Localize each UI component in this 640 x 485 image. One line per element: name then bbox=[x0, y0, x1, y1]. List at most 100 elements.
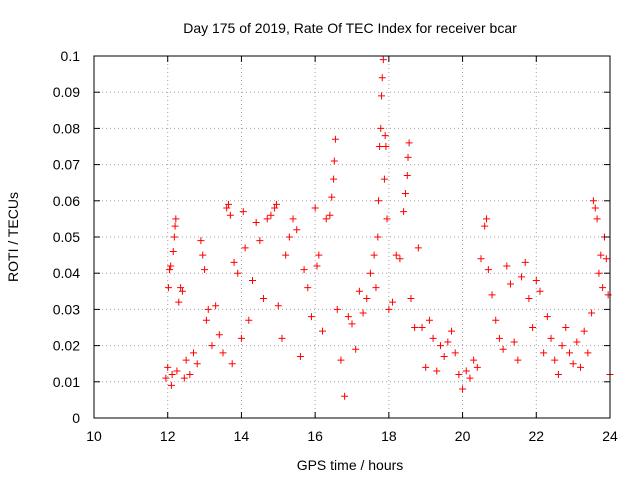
data-point bbox=[248, 276, 256, 284]
data-point bbox=[212, 302, 220, 310]
data-point bbox=[289, 215, 297, 223]
data-point bbox=[602, 255, 610, 263]
data-point bbox=[180, 374, 188, 382]
data-point bbox=[529, 324, 537, 331]
grid bbox=[94, 56, 610, 418]
data-point bbox=[167, 381, 175, 389]
data-point bbox=[215, 331, 223, 339]
data-point bbox=[411, 324, 419, 331]
data-point bbox=[405, 139, 413, 147]
data-point bbox=[197, 237, 205, 245]
data-point bbox=[407, 295, 415, 303]
data-point bbox=[433, 367, 441, 375]
data-point bbox=[223, 204, 231, 212]
data-point bbox=[484, 266, 492, 274]
data-point bbox=[455, 371, 463, 379]
data-point bbox=[599, 284, 607, 292]
data-point bbox=[355, 287, 363, 295]
data-point bbox=[337, 356, 345, 364]
data-point bbox=[199, 251, 207, 259]
data-point bbox=[252, 219, 260, 227]
data-point bbox=[448, 327, 456, 335]
data-point bbox=[237, 334, 245, 342]
data-point bbox=[190, 349, 198, 357]
data-point bbox=[488, 291, 496, 299]
data-point bbox=[597, 251, 605, 259]
data-point bbox=[389, 298, 397, 306]
data-point bbox=[234, 269, 242, 277]
y-tick-label: 0.02 bbox=[53, 338, 80, 354]
data-point bbox=[372, 284, 380, 292]
data-point bbox=[400, 208, 408, 216]
data-point bbox=[477, 255, 485, 263]
data-point bbox=[429, 334, 437, 342]
data-points bbox=[162, 56, 614, 400]
data-point bbox=[322, 215, 330, 223]
data-point bbox=[404, 153, 412, 161]
data-point bbox=[331, 135, 339, 143]
chart-title: Day 175 of 2019, Rate Of TEC Index for r… bbox=[183, 20, 517, 36]
data-point bbox=[166, 266, 174, 274]
data-point bbox=[379, 56, 387, 64]
data-point bbox=[319, 327, 327, 335]
data-point bbox=[178, 287, 186, 295]
data-point bbox=[444, 338, 452, 346]
data-point bbox=[551, 356, 559, 364]
data-point bbox=[569, 360, 577, 368]
data-point bbox=[226, 211, 234, 219]
y-axis-label: ROTI / TECUs bbox=[5, 192, 21, 282]
data-point bbox=[164, 363, 172, 371]
data-point bbox=[171, 222, 179, 230]
x-tick-label: 16 bbox=[307, 428, 323, 444]
data-point bbox=[584, 349, 592, 357]
data-point bbox=[593, 215, 601, 223]
data-point bbox=[204, 305, 212, 313]
data-point bbox=[296, 352, 304, 360]
data-point bbox=[414, 244, 422, 252]
data-point bbox=[263, 215, 271, 223]
x-tick-label: 20 bbox=[455, 428, 471, 444]
data-point bbox=[230, 258, 238, 266]
data-point bbox=[436, 342, 444, 350]
data-point bbox=[225, 200, 233, 208]
data-point bbox=[378, 74, 386, 82]
data-point bbox=[182, 356, 190, 364]
data-point bbox=[577, 363, 585, 371]
data-point bbox=[514, 356, 522, 364]
y-tick-label: 0.07 bbox=[53, 157, 80, 173]
x-tick-label: 10 bbox=[86, 428, 102, 444]
data-point bbox=[558, 342, 566, 350]
data-point bbox=[492, 316, 500, 324]
data-point bbox=[376, 143, 384, 150]
y-tick-label: 0.04 bbox=[53, 265, 80, 281]
data-point bbox=[503, 262, 511, 270]
data-point bbox=[359, 309, 367, 317]
data-point bbox=[510, 338, 518, 346]
data-point bbox=[167, 262, 175, 270]
data-point bbox=[589, 197, 597, 205]
y-tick-label: 0.05 bbox=[53, 229, 80, 245]
data-point bbox=[403, 171, 411, 179]
data-point bbox=[595, 269, 603, 277]
data-point bbox=[562, 324, 570, 331]
data-point bbox=[495, 334, 503, 342]
data-point bbox=[380, 175, 388, 183]
y-tick-label: 0.09 bbox=[53, 84, 80, 100]
data-point bbox=[385, 305, 393, 313]
data-point bbox=[565, 349, 573, 357]
data-point bbox=[208, 342, 216, 350]
x-tick-label: 22 bbox=[528, 428, 544, 444]
data-point bbox=[175, 298, 183, 306]
data-point bbox=[170, 233, 178, 241]
x-tick-label: 24 bbox=[602, 428, 618, 444]
data-point bbox=[272, 200, 280, 208]
data-point bbox=[177, 284, 185, 292]
data-point bbox=[239, 208, 247, 216]
data-point bbox=[313, 262, 321, 270]
data-point bbox=[168, 371, 176, 379]
x-tick-label: 18 bbox=[381, 428, 397, 444]
data-point bbox=[466, 374, 474, 382]
